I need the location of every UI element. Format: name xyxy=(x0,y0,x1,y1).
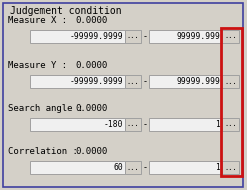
Bar xyxy=(149,161,222,174)
Text: Measure Y :: Measure Y : xyxy=(8,61,67,70)
Bar xyxy=(30,118,125,131)
Text: Search angle :: Search angle : xyxy=(8,104,83,113)
Bar xyxy=(222,75,239,88)
Text: Correlation :: Correlation : xyxy=(8,147,78,156)
Text: 1: 1 xyxy=(215,163,220,172)
Bar xyxy=(125,30,141,43)
Text: 0.0000: 0.0000 xyxy=(75,61,107,70)
Bar xyxy=(30,30,125,43)
Text: ...: ... xyxy=(127,78,139,85)
Text: ...: ... xyxy=(224,78,237,85)
Text: Judgement condition: Judgement condition xyxy=(10,6,122,16)
Bar xyxy=(222,161,239,174)
Text: 1: 1 xyxy=(215,120,220,129)
Bar xyxy=(125,118,141,131)
Bar xyxy=(149,30,222,43)
Text: ...: ... xyxy=(224,33,237,40)
Text: -: - xyxy=(144,163,147,172)
Bar xyxy=(222,118,239,131)
Text: 99999.999: 99999.999 xyxy=(176,77,220,86)
Bar xyxy=(125,161,141,174)
Text: -: - xyxy=(144,120,147,129)
Text: 0.0000: 0.0000 xyxy=(75,147,107,156)
Text: 99999.999: 99999.999 xyxy=(176,32,220,41)
Bar xyxy=(221,28,242,176)
Text: Measure X :: Measure X : xyxy=(8,16,67,25)
Text: -: - xyxy=(144,32,147,41)
Text: ...: ... xyxy=(127,121,139,127)
Text: ...: ... xyxy=(224,121,237,127)
Bar xyxy=(149,75,222,88)
Text: 0.0000: 0.0000 xyxy=(75,16,107,25)
Bar xyxy=(125,75,141,88)
Text: ...: ... xyxy=(127,33,139,40)
Bar xyxy=(222,30,239,43)
Bar xyxy=(30,161,125,174)
Text: ...: ... xyxy=(127,165,139,170)
Text: 60: 60 xyxy=(113,163,123,172)
Text: -180: -180 xyxy=(103,120,123,129)
Text: -: - xyxy=(144,77,147,86)
Bar xyxy=(149,118,222,131)
Text: -99999.9999: -99999.9999 xyxy=(69,32,123,41)
Text: ...: ... xyxy=(224,165,237,170)
Bar xyxy=(30,75,125,88)
Text: -99999.9999: -99999.9999 xyxy=(69,77,123,86)
Text: 0.0000: 0.0000 xyxy=(75,104,107,113)
